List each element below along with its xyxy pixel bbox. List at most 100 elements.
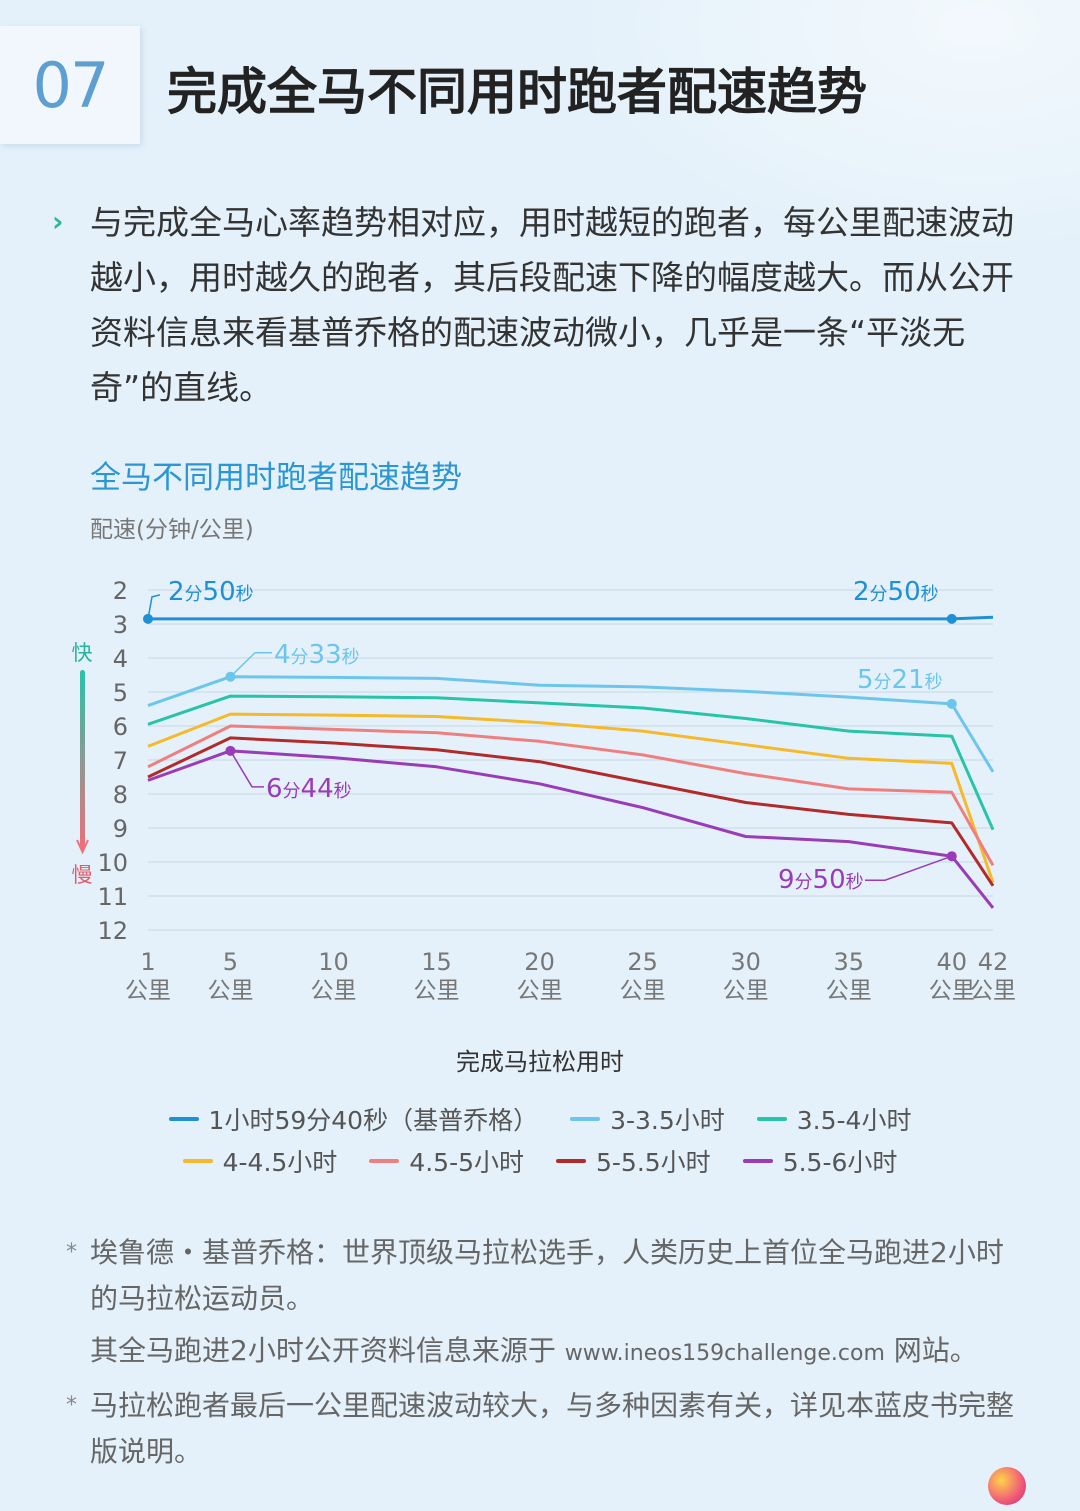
x-tick-label: 42 [978, 948, 1009, 976]
footnotes: * 埃鲁德・基普乔格：世界顶级马拉松选手，人类历史上首位全马跑进2小时的马拉松运… [66, 1230, 1026, 1481]
legend-item: 1小时59分40秒（基普乔格） [168, 1101, 539, 1137]
y-tick-label: 5 [113, 679, 128, 707]
x-tick-label: 15 [421, 948, 452, 976]
annotation-marker [143, 613, 153, 624]
legend-item: 4.5-5小时 [369, 1143, 524, 1179]
x-tick-label: 20 [524, 948, 555, 976]
grid-lines [148, 589, 993, 931]
annotation-label-part: 秒 [334, 781, 352, 802]
source-url: www.ineos159challenge.com [564, 1341, 885, 1366]
legend-swatch [168, 1117, 199, 1121]
x-tick-unit: 公里 [970, 978, 1016, 1004]
annotation-label-part: 秒 [925, 672, 943, 693]
x-tick-label: 10 [318, 948, 349, 976]
legend-item: 3.5-4小时 [756, 1101, 912, 1137]
legend-swatch [742, 1159, 773, 1163]
annotation-label-part: 50 [203, 577, 236, 607]
y-tick-label: 4 [113, 645, 128, 673]
series-line [148, 615, 994, 621]
footnote-asterisk: * [66, 1240, 77, 1265]
y-tick-labels: 2 3 4 5 6 7 8 9 10 11 12 [97, 577, 128, 945]
legend-item: 5-5.5小时 [556, 1143, 711, 1179]
legend-item: 4-4.5小时 [182, 1143, 338, 1179]
legend-label: 4.5-5小时 [409, 1148, 524, 1177]
x-tick-label: 40 [937, 948, 968, 976]
annotation-leader [147, 594, 161, 620]
annotation-label-part: 秒 [342, 647, 360, 668]
footnote-text: 埃鲁德・基普乔格：世界顶级马拉松选手，人类历史上首位全马跑进2小时的马拉松运动员… [90, 1236, 1004, 1315]
annotation-marker [225, 671, 236, 682]
legend-item: 5.5-6小时 [742, 1143, 897, 1179]
legend-row: 4-4.5小时 4.5-5小时 5-5.5小时 5.5-6小时 [0, 1140, 1080, 1182]
y-axis-label: 配速(分钟/公里) [90, 517, 254, 543]
legend-swatch [556, 1159, 586, 1163]
annotation-label-part: 分 [185, 584, 203, 605]
speed-indicator: 快慢 [72, 641, 93, 887]
x-tick-unit: 公里 [125, 978, 171, 1004]
x-tick-label: 5 [223, 948, 238, 976]
annotation-label-part: 50 [888, 577, 921, 607]
annotation-label-part: 分 [291, 647, 309, 668]
x-tick-unit: 公里 [723, 978, 769, 1004]
y-tick-label: 10 [97, 849, 128, 877]
annotation-marker [225, 745, 236, 756]
y-tick-label: 12 [97, 917, 128, 945]
chevron-right-icon: › [52, 205, 64, 238]
arrow-down-icon [76, 839, 89, 855]
annotation-label: 4分33秒 [274, 640, 360, 670]
y-tick-label: 8 [113, 781, 128, 809]
description-text: 与完成全马心率趋势相对应，用时越短的跑者，每公里配速波动越小，用时越久的跑者，其… [90, 203, 1014, 407]
x-tick-label: 25 [627, 948, 658, 976]
legend-row: 1小时59分40秒（基普乔格） 3-3.5小时 3.5-4小时 [0, 1098, 1080, 1140]
legend-label: 1小时59分40秒（基普乔格） [208, 1106, 539, 1135]
y-tick-label: 7 [113, 747, 128, 775]
annotation-label-part: 4 [274, 640, 291, 670]
series-line [147, 712, 995, 883]
legend-label: 3-3.5小时 [610, 1106, 725, 1135]
background-decoration [560, 0, 1080, 260]
series-line [147, 724, 995, 867]
fast-label: 快 [72, 641, 93, 665]
x-axis-title: 完成马拉松用时 [456, 1048, 624, 1076]
annotation-label-part: 5 [857, 665, 874, 695]
annotation-label-part: 秒 [921, 584, 939, 605]
legend-swatch [182, 1159, 213, 1163]
annotation-label-part: 分 [874, 672, 892, 693]
series-line [147, 749, 995, 909]
annotation-label-part: 分 [283, 781, 301, 802]
x-tick-label: 35 [833, 948, 864, 976]
annotation-leader [229, 750, 264, 788]
footnote-text: 马拉松跑者最后一公里配速波动较大，与多种因素有关，详见本蓝皮书完整版说明。 [90, 1389, 1015, 1468]
y-tick-label: 2 [113, 577, 128, 605]
footnote-source-suffix: 网站。 [884, 1334, 978, 1367]
series-line [147, 694, 995, 831]
legend-label: 5-5.5小时 [596, 1148, 711, 1177]
x-tick-unit: 公里 [207, 978, 253, 1004]
footnote-source-text: 其全马跑进2小时公开资料信息来源于 [90, 1334, 565, 1367]
brand-logo [988, 1467, 1026, 1505]
x-tick-unit: 公里 [929, 978, 975, 1004]
annotation-label-part: 秒 [236, 584, 254, 605]
footnote-asterisk [66, 1328, 90, 1377]
chart-title: 全马不同用时跑者配速趋势 [90, 460, 462, 496]
section-number: 07 [32, 48, 110, 122]
footnote-source: 其全马跑进2小时公开资料信息来源于 www.ineos159challenge.… [90, 1328, 978, 1377]
legend-label: 4-4.5小时 [222, 1148, 338, 1177]
x-tick-label: 30 [730, 948, 761, 976]
annotation-label-part: 33 [309, 640, 342, 670]
annotation-label-part: 分 [870, 584, 888, 605]
annotation-label-part: 6 [266, 774, 283, 804]
series-line [147, 675, 995, 773]
annotation-label: 9分50秒 [778, 865, 864, 895]
speed-gradient-bar [80, 670, 85, 850]
annotation-marker [946, 698, 957, 709]
legend-label: 3.5-4小时 [796, 1106, 912, 1135]
annotation-label-part: 50 [813, 865, 846, 895]
y-tick-label: 11 [97, 883, 128, 911]
annotation-label-part: 分 [795, 872, 813, 893]
annotation-label-part: 44 [301, 774, 334, 804]
x-tick-unit: 公里 [517, 978, 563, 1004]
annotation-label-part: 2 [168, 577, 185, 607]
annotation-label: 5分21秒 [857, 665, 943, 695]
